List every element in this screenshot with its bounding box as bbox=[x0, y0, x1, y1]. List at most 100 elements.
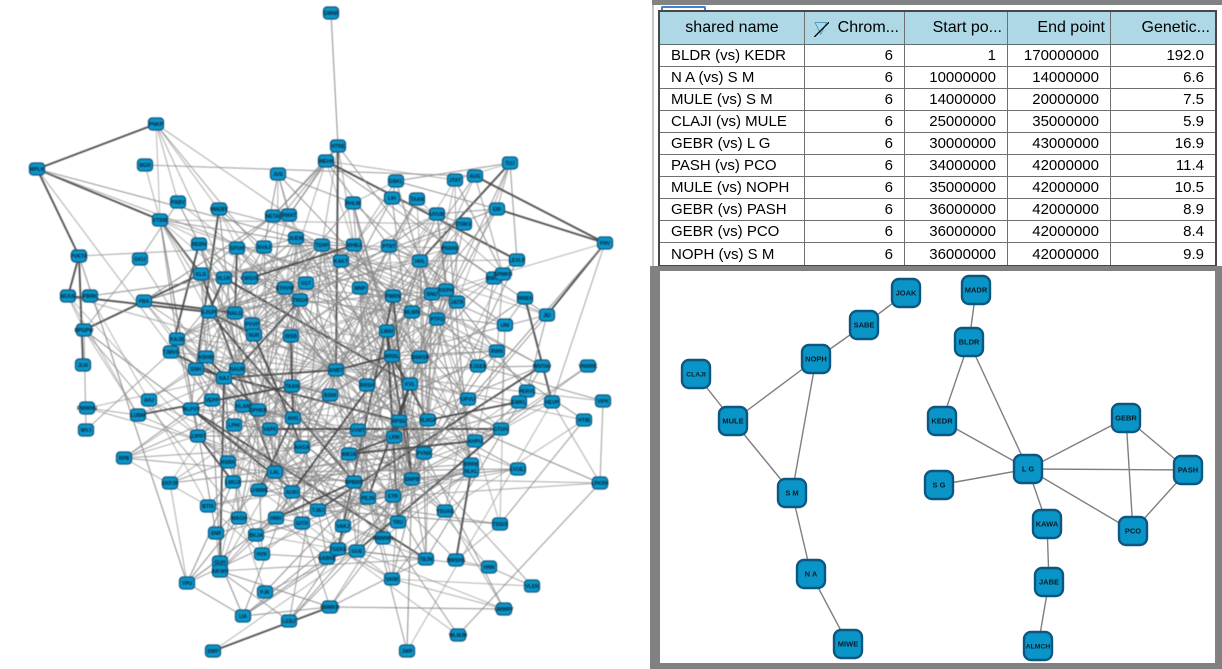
svg-text:KAWA: KAWA bbox=[1036, 520, 1059, 529]
svg-text:N A: N A bbox=[805, 570, 818, 579]
svg-text:EIR: EIR bbox=[493, 207, 502, 213]
svg-text:KKPH: KKPH bbox=[439, 288, 454, 294]
svg-text:SWP: SWP bbox=[207, 649, 219, 655]
svg-text:HLAW: HLAW bbox=[236, 404, 251, 410]
svg-text:S M: S M bbox=[785, 489, 798, 498]
svg-text:NAUR: NAUR bbox=[230, 367, 245, 373]
svg-text:JABE: JABE bbox=[1039, 578, 1059, 587]
svg-text:WLMJH: WLMJH bbox=[449, 633, 468, 639]
svg-text:L G: L G bbox=[1022, 465, 1035, 474]
svg-text:VPU: VPU bbox=[182, 581, 193, 587]
svg-text:PASH: PASH bbox=[1178, 466, 1198, 475]
svg-text:TUJ: TUJ bbox=[505, 161, 515, 167]
svg-text:GABNE: GABNE bbox=[318, 556, 337, 562]
svg-text:JUEW: JUEW bbox=[289, 236, 304, 242]
svg-text:BPGPW: BPGPW bbox=[75, 328, 94, 334]
svg-text:NNU: NNU bbox=[427, 292, 438, 298]
svg-text:KLG: KLG bbox=[196, 272, 207, 278]
svg-text:KVL: KVL bbox=[405, 382, 415, 388]
svg-text:JLW: JLW bbox=[78, 363, 89, 369]
svg-text:RPB: RPB bbox=[119, 456, 130, 462]
svg-text:TAAN: TAAN bbox=[410, 197, 424, 203]
svg-text:SPUH: SPUH bbox=[230, 246, 244, 252]
svg-text:PNANU: PNANU bbox=[441, 246, 459, 252]
svg-text:GTUIV: GTUIV bbox=[493, 427, 509, 433]
svg-text:HVK: HVK bbox=[257, 552, 268, 558]
svg-text:SMPB: SMPB bbox=[405, 477, 420, 483]
svg-text:NLKL: NLKL bbox=[464, 469, 477, 475]
svg-text:S G: S G bbox=[933, 481, 946, 490]
svg-text:PJK: PJK bbox=[260, 590, 270, 596]
svg-text:VAIW: VAIW bbox=[386, 577, 399, 583]
svg-text:WBMWN: WBMWN bbox=[373, 536, 394, 542]
svg-text:LEBJ: LEBJ bbox=[283, 619, 296, 625]
svg-text:UNI: UNI bbox=[501, 323, 510, 329]
svg-text:VAPK: VAPK bbox=[263, 427, 277, 433]
svg-text:RWN: RWN bbox=[491, 349, 503, 355]
svg-text:JOAK: JOAK bbox=[896, 289, 917, 298]
svg-text:RSRK: RSRK bbox=[221, 460, 236, 466]
svg-text:NOPH: NOPH bbox=[805, 355, 827, 364]
svg-text:PWWHN: PWWHN bbox=[77, 406, 97, 412]
svg-text:WLPVV: WLPVV bbox=[182, 407, 200, 413]
svg-text:RPBMS: RPBMS bbox=[345, 480, 364, 486]
svg-text:NETAI: NETAI bbox=[266, 214, 281, 220]
svg-text:LMUJI: LMUJI bbox=[226, 480, 242, 486]
svg-text:TJBJ: TJBJ bbox=[312, 508, 324, 514]
svg-text:JUS: JUS bbox=[273, 172, 283, 178]
svg-text:TAAN: TAAN bbox=[285, 384, 299, 390]
svg-text:ETR: ETR bbox=[388, 494, 398, 500]
svg-text:UJPRT: UJPRT bbox=[190, 434, 206, 440]
svg-text:HHL: HHL bbox=[415, 259, 425, 265]
svg-text:HLRGP: HLRGP bbox=[419, 418, 437, 424]
svg-text:BWSHS: BWSHS bbox=[447, 558, 466, 564]
svg-text:LWAI: LWAI bbox=[381, 329, 394, 335]
svg-text:WIJUE: WIJUE bbox=[60, 294, 77, 300]
svg-text:ITRKV: ITRKV bbox=[457, 222, 473, 228]
svg-text:TRU: TRU bbox=[393, 520, 404, 526]
svg-text:MADR: MADR bbox=[965, 286, 988, 295]
svg-text:LHMME: LHMME bbox=[250, 488, 269, 494]
svg-text:GUH: GUH bbox=[214, 560, 226, 566]
svg-text:MNP: MNP bbox=[354, 286, 366, 292]
svg-text:AIKWH: AIKWH bbox=[212, 569, 229, 575]
svg-text:BTIS: BTIS bbox=[202, 504, 214, 510]
svg-text:BWGJ: BWGJ bbox=[487, 276, 502, 282]
svg-text:RHLW: RHLW bbox=[346, 201, 361, 207]
svg-text:AHJ: AHJ bbox=[144, 398, 154, 404]
svg-text:WVJ: WVJ bbox=[81, 428, 92, 434]
svg-text:AWJA: AWJA bbox=[342, 452, 357, 458]
svg-text:PTNT: PTNT bbox=[382, 244, 395, 250]
svg-text:WNTAU: WNTAU bbox=[533, 364, 552, 370]
svg-text:VEPP: VEPP bbox=[205, 398, 219, 404]
svg-text:VNWRK: VNWRK bbox=[579, 364, 598, 370]
svg-text:LPHI: LPHI bbox=[228, 423, 240, 429]
svg-text:UVUB: UVUB bbox=[430, 212, 445, 218]
svg-text:TMGH: TMGH bbox=[293, 298, 308, 304]
svg-text:PNV: PNV bbox=[600, 241, 611, 247]
svg-text:KAJB: KAJB bbox=[170, 337, 184, 343]
svg-text:AHPU: AHPU bbox=[468, 439, 483, 445]
svg-text:BSNI: BSNI bbox=[324, 393, 337, 399]
svg-text:RPSG: RPSG bbox=[392, 419, 406, 425]
svg-text:TEHP: TEHP bbox=[315, 243, 329, 249]
svg-text:LRM: LRM bbox=[389, 435, 400, 441]
svg-text:JWP: JWP bbox=[402, 649, 414, 655]
svg-text:REBN: REBN bbox=[192, 242, 207, 248]
svg-text:AUG: AUG bbox=[469, 174, 480, 180]
svg-text:EVUEJ: EVUEJ bbox=[510, 467, 527, 473]
svg-text:IBSB: IBSB bbox=[285, 334, 297, 340]
svg-text:VIPK: VIPK bbox=[597, 399, 609, 405]
svg-text:GPMKH: GPMKH bbox=[494, 272, 513, 278]
svg-text:LAL: LAL bbox=[270, 470, 280, 476]
svg-text:KKPJN: KKPJN bbox=[162, 481, 179, 487]
svg-text:UPVU: UPVU bbox=[461, 397, 475, 403]
svg-text:MAGH: MAGH bbox=[231, 516, 247, 522]
svg-text:GKIJ: GKIJ bbox=[134, 257, 146, 263]
svg-text:PBRK: PBRK bbox=[83, 294, 98, 300]
svg-text:VLEN: VLEN bbox=[525, 584, 539, 590]
svg-text:TBJN: TBJN bbox=[419, 557, 432, 563]
svg-text:PWRN: PWRN bbox=[385, 294, 401, 300]
svg-text:EJGPI: EJGPI bbox=[202, 310, 217, 316]
svg-text:KBHB: KBHB bbox=[199, 355, 214, 361]
